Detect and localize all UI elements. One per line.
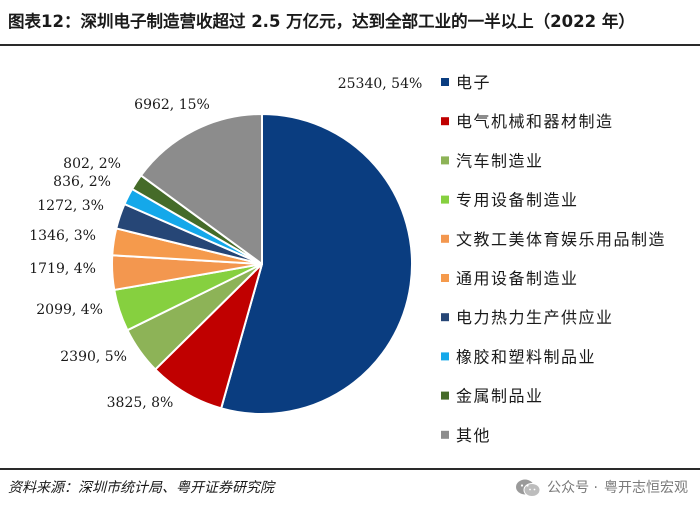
data-label-3: 2390, 5%: [60, 349, 127, 365]
legend-label-10: 其他: [456, 426, 491, 445]
legend-label-3: 汽车制造业: [456, 151, 544, 170]
wechat-icon: [516, 479, 541, 497]
data-label-7: 1272, 3%: [37, 198, 104, 214]
legend-swatch-7: [441, 313, 449, 322]
legend-swatch-6: [441, 274, 449, 282]
data-label-8: 836, 2%: [53, 174, 111, 190]
data-label-10: 6962, 15%: [134, 97, 210, 113]
watermark: 公众号 · 粤开志恒宏观: [515, 474, 688, 502]
footer-divider: [0, 468, 700, 470]
legend-swatch-9: [441, 391, 449, 400]
pie-slice-1: [220, 113, 413, 415]
data-label-2: 3825, 8%: [107, 395, 174, 411]
pie-data-labels: 25340, 54% 3825, 8% 2390, 5% 2099, 4% 1719, …: [29, 76, 422, 411]
legend-label-6: 通用设备制造业: [456, 269, 579, 288]
legend: 电子电气机械和器材制造汽车制造业专用设备制造业文教工美体育娱乐用品制造通用设备制…: [441, 73, 666, 445]
source-note: 资料来源：深圳市统计局、粤开证券研究院: [8, 480, 274, 496]
legend-swatch-3: [441, 156, 449, 165]
legend-swatch-4: [441, 195, 449, 204]
chart-title: 图表12：深圳电子制造营收超过 2.5 万亿元，达到全部工业的一半以上（2022…: [8, 12, 635, 31]
legend-label-9: 金属制品业: [456, 387, 544, 406]
legend-label-5: 文教工美体育娱乐用品制造: [456, 230, 666, 249]
legend-label-1: 电子: [456, 73, 491, 92]
watermark-dot: 公众号 ·: [547, 480, 598, 496]
legend-label-7: 电力热力生产供应业: [456, 308, 614, 327]
pie-chart: 25340, 54% 3825, 8% 2390, 5% 2099, 4% 1719, …: [29, 73, 666, 445]
watermark-name: 粤开志恒宏观: [604, 480, 688, 496]
legend-swatch-10: [441, 430, 449, 439]
data-label-5: 1719, 4%: [29, 261, 96, 277]
legend-swatch-5: [441, 234, 449, 243]
legend-label-2: 电气机械和器材制造: [456, 112, 614, 131]
data-label-4: 2099, 4%: [36, 302, 103, 318]
legend-swatch-2: [441, 117, 449, 126]
pie-slices: [110, 113, 413, 415]
pie-slice-10: [139, 113, 263, 265]
legend-swatch-8: [441, 352, 449, 361]
data-label-9: 802, 2%: [63, 156, 121, 172]
data-label-6: 1346, 3%: [29, 228, 96, 244]
legend-swatch-1: [441, 78, 449, 86]
legend-label-4: 专用设备制造业: [456, 191, 579, 210]
legend-label-8: 橡胶和塑料制品业: [456, 347, 596, 366]
title-divider: [0, 44, 700, 46]
data-label-1: 25340, 54%: [338, 76, 423, 92]
